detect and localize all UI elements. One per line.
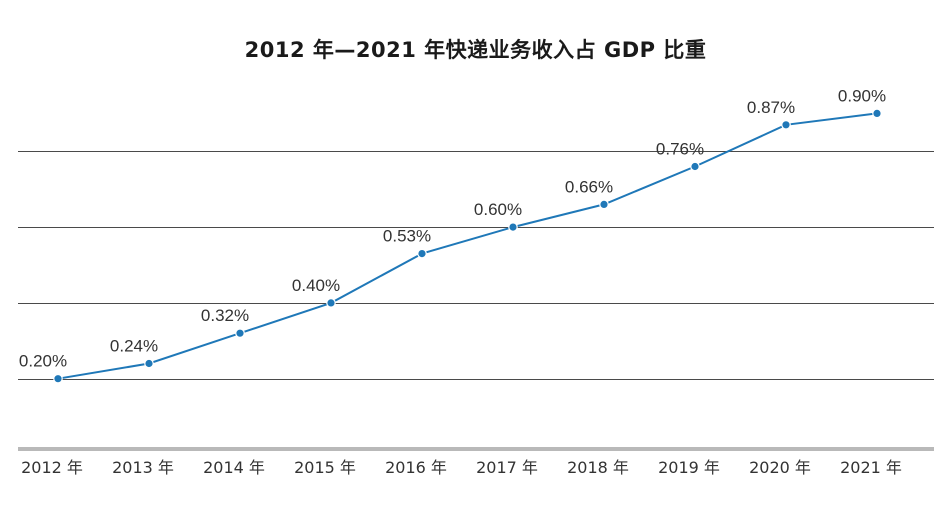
data-point-7 xyxy=(599,199,609,210)
gridlines xyxy=(18,151,934,451)
data-point-3 xyxy=(235,328,245,338)
data-point-4 xyxy=(326,298,336,308)
chart-title: 2012 年—2021 年快递业务收入占 GDP 比重 xyxy=(244,38,707,62)
data-label-3: 0.32% xyxy=(201,306,249,325)
x-tick-label-6: 2017 年 xyxy=(476,458,538,477)
data-point-9 xyxy=(781,120,791,130)
data-label-2: 0.24% xyxy=(110,337,158,356)
x-tick-label-1: 2012 年 xyxy=(21,458,83,477)
data-label-9: 0.87% xyxy=(747,98,795,117)
x-tick-label-10: 2021 年 xyxy=(840,458,902,477)
data-label-1: 0.20% xyxy=(19,352,67,371)
series-line xyxy=(57,112,878,380)
x-tick-label-2: 2013 年 xyxy=(112,458,174,477)
data-label-7: 0.66% xyxy=(565,177,613,196)
points-layer xyxy=(53,108,882,384)
data-point-5 xyxy=(417,248,427,259)
data-label-10: 0.90% xyxy=(838,86,886,105)
x-tick-label-8: 2019 年 xyxy=(658,458,720,477)
data-label-4: 0.40% xyxy=(292,276,340,295)
data-label-8: 0.76% xyxy=(656,140,704,159)
data-point-6 xyxy=(508,222,518,232)
x-axis-ticks: 2012 年 2013 年 2014 年 2015 年 2016 年 2017 年 2018… xyxy=(21,458,902,477)
data-point-10 xyxy=(872,108,882,119)
x-tick-label-3: 2014 年 xyxy=(203,458,265,477)
series-layer xyxy=(57,112,878,380)
x-tick-label-5: 2016 年 xyxy=(385,458,447,477)
data-point-8 xyxy=(690,161,700,172)
x-tick-label-4: 2015 年 xyxy=(294,458,356,477)
data-point-1 xyxy=(53,373,63,384)
data-label-6: 0.60% xyxy=(474,200,522,219)
data-point-2 xyxy=(144,358,154,369)
x-tick-label-9: 2020 年 xyxy=(749,458,811,477)
data-label-5: 0.53% xyxy=(383,227,431,246)
x-tick-label-7: 2018 年 xyxy=(567,458,629,477)
data-labels: 0.20% 0.24% 0.32% 0.40% 0.53% 0.60% 0.66% 0.76%… xyxy=(19,86,886,370)
